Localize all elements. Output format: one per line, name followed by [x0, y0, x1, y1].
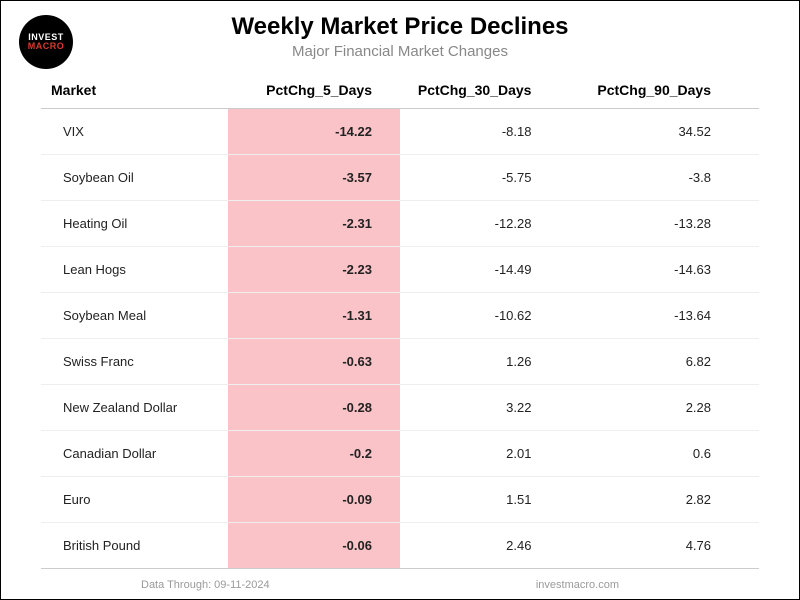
cell-market: Swiss Franc — [41, 339, 228, 385]
cell-30d: -8.18 — [400, 109, 580, 155]
cell-5d: -0.09 — [228, 477, 400, 523]
cell-90d: 4.76 — [579, 523, 759, 569]
table-row: Soybean Oil-3.57-5.75-3.8 — [41, 155, 759, 201]
cell-90d: 2.28 — [579, 385, 759, 431]
cell-90d: -13.64 — [579, 293, 759, 339]
col-30d: PctChg_30_Days — [400, 74, 580, 109]
footer: Data Through: 09-11-2024 investmacro.com — [141, 579, 619, 591]
header: Weekly Market Price Declines Major Finan… — [1, 1, 799, 60]
cell-90d: 6.82 — [579, 339, 759, 385]
cell-5d: -3.57 — [228, 155, 400, 201]
cell-90d: -3.8 — [579, 155, 759, 201]
table-row: British Pound-0.062.464.76 — [41, 523, 759, 569]
cell-90d: -13.28 — [579, 201, 759, 247]
table-row: Heating Oil-2.31-12.28-13.28 — [41, 201, 759, 247]
footer-source: investmacro.com — [536, 579, 619, 591]
col-90d: PctChg_90_Days — [579, 74, 759, 109]
cell-5d: -14.22 — [228, 109, 400, 155]
cell-30d: -12.28 — [400, 201, 580, 247]
cell-market: Euro — [41, 477, 228, 523]
cell-market: VIX — [41, 109, 228, 155]
cell-market: Heating Oil — [41, 201, 228, 247]
cell-90d: -14.63 — [579, 247, 759, 293]
cell-market: New Zealand Dollar — [41, 385, 228, 431]
table-row: Swiss Franc-0.631.266.82 — [41, 339, 759, 385]
cell-30d: -14.49 — [400, 247, 580, 293]
cell-30d: 2.01 — [400, 431, 580, 477]
cell-30d: -5.75 — [400, 155, 580, 201]
cell-market: Soybean Oil — [41, 155, 228, 201]
col-market: Market — [41, 74, 228, 109]
cell-5d: -0.28 — [228, 385, 400, 431]
cell-market: Lean Hogs — [41, 247, 228, 293]
cell-5d: -2.31 — [228, 201, 400, 247]
table-row: Canadian Dollar-0.22.010.6 — [41, 431, 759, 477]
data-table: Market PctChg_5_Days PctChg_30_Days PctC… — [41, 74, 759, 569]
table-row: Euro-0.091.512.82 — [41, 477, 759, 523]
table-row: Lean Hogs-2.23-14.49-14.63 — [41, 247, 759, 293]
cell-5d: -1.31 — [228, 293, 400, 339]
cell-90d: 34.52 — [579, 109, 759, 155]
col-5d: PctChg_5_Days — [228, 74, 400, 109]
logo-line2: MACRO — [28, 42, 65, 51]
cell-5d: -0.63 — [228, 339, 400, 385]
table-row: VIX-14.22-8.1834.52 — [41, 109, 759, 155]
cell-30d: 3.22 — [400, 385, 580, 431]
cell-90d: 2.82 — [579, 477, 759, 523]
cell-5d: -0.06 — [228, 523, 400, 569]
table-header-row: Market PctChg_5_Days PctChg_30_Days PctC… — [41, 74, 759, 109]
cell-market: Soybean Meal — [41, 293, 228, 339]
table-row: New Zealand Dollar-0.283.222.28 — [41, 385, 759, 431]
cell-5d: -0.2 — [228, 431, 400, 477]
cell-30d: 1.26 — [400, 339, 580, 385]
cell-30d: 1.51 — [400, 477, 580, 523]
brand-logo: INVEST MACRO — [19, 15, 73, 69]
table-row: Soybean Meal-1.31-10.62-13.64 — [41, 293, 759, 339]
cell-5d: -2.23 — [228, 247, 400, 293]
cell-30d: -10.62 — [400, 293, 580, 339]
cell-market: Canadian Dollar — [41, 431, 228, 477]
cell-30d: 2.46 — [400, 523, 580, 569]
data-table-wrap: Market PctChg_5_Days PctChg_30_Days PctC… — [41, 74, 759, 569]
page-title: Weekly Market Price Declines — [1, 13, 799, 41]
cell-90d: 0.6 — [579, 431, 759, 477]
footer-date: Data Through: 09-11-2024 — [141, 579, 270, 591]
cell-market: British Pound — [41, 523, 228, 569]
page-subtitle: Major Financial Market Changes — [1, 43, 799, 60]
